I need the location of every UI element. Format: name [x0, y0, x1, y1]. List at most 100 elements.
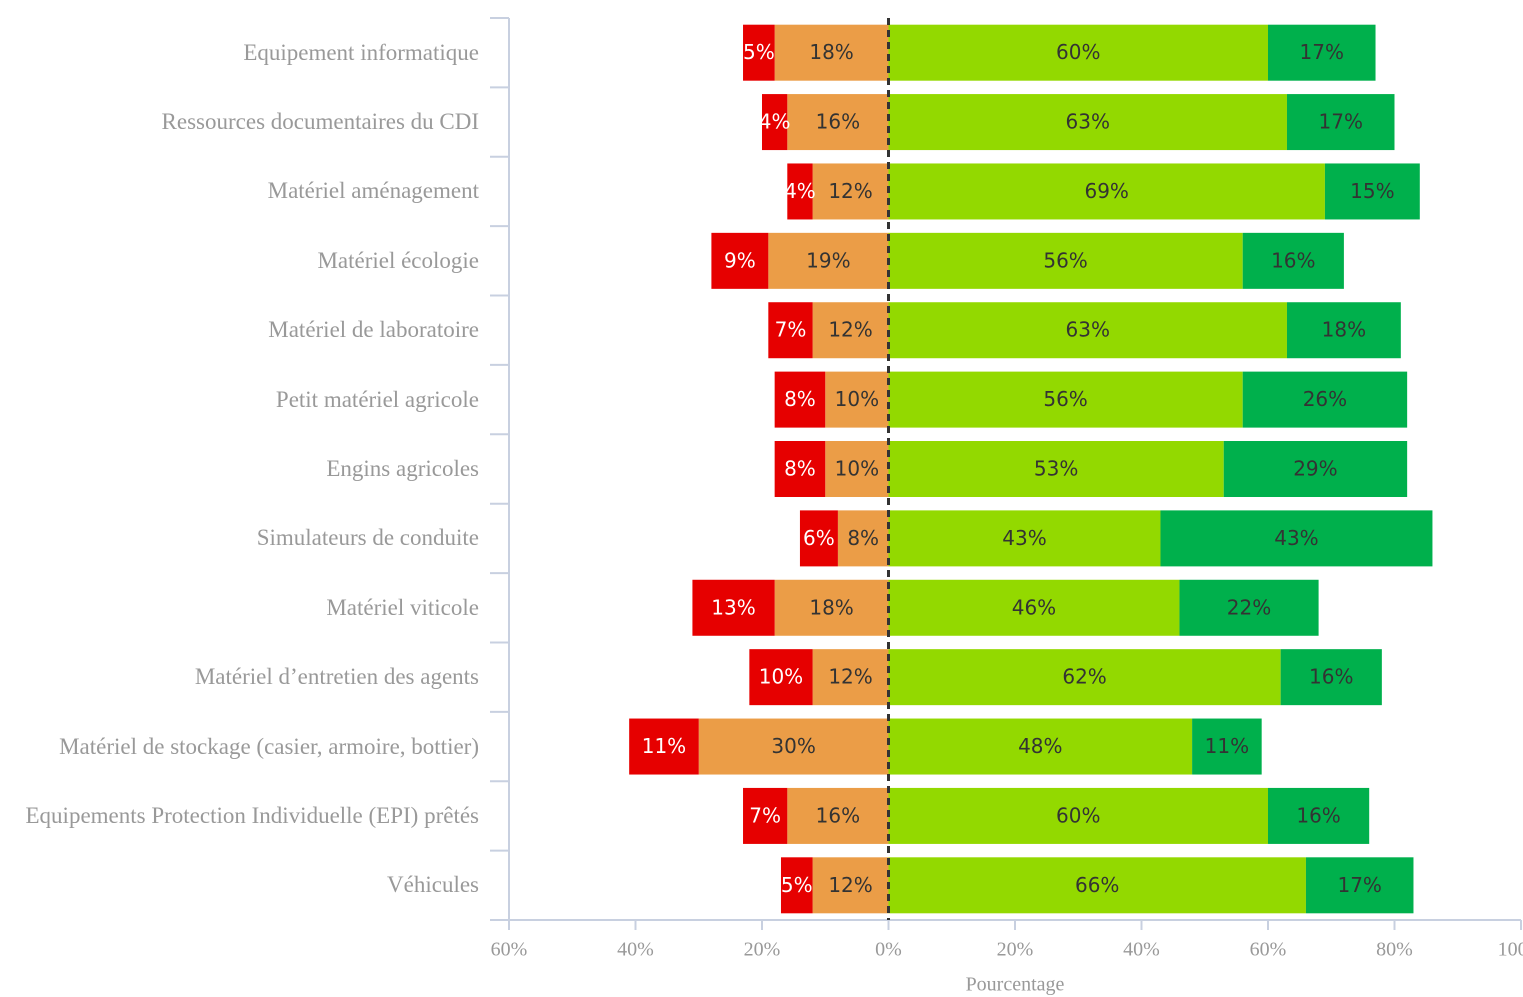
bar-segment [888, 163, 1325, 220]
category-label: Matériel viticole [326, 594, 479, 620]
bar-segment [888, 649, 1281, 706]
bar-segment [888, 232, 1243, 289]
bar-segment [743, 24, 775, 81]
value-label: 26% [1303, 387, 1347, 411]
bar-segment [1179, 579, 1319, 636]
bar-segment [888, 787, 1268, 844]
bar-segment [1242, 232, 1344, 289]
value-label: 43% [1274, 526, 1318, 550]
bar-segment [888, 371, 1243, 428]
bar-segment [774, 579, 889, 636]
value-label: 10% [759, 665, 803, 689]
bar-segment [837, 510, 889, 567]
value-label: 7% [775, 318, 807, 342]
value-label: 11% [1205, 734, 1249, 758]
bar-segment [888, 718, 1193, 775]
bar-segment [774, 441, 826, 497]
value-label: 16% [1309, 665, 1353, 689]
value-label: 5% [781, 873, 813, 897]
value-label: 62% [1062, 665, 1106, 689]
bar-segment [888, 579, 1180, 636]
value-label: 4% [759, 110, 791, 134]
value-label: 16% [1296, 803, 1340, 827]
value-label: 18% [809, 40, 853, 64]
bar-segment [711, 232, 769, 289]
category-label: Petit matériel agricole [275, 386, 479, 412]
value-label: 17% [1300, 40, 1344, 64]
category-label: Engins agricoles [326, 455, 479, 481]
value-label: 43% [1002, 526, 1046, 550]
x-tick-label: 80% [1376, 939, 1413, 961]
x-tick-label: 60% [491, 939, 528, 961]
bar-segment [787, 163, 813, 220]
value-label: 12% [828, 873, 872, 897]
category-label: Matériel d’entretien des agents [194, 664, 479, 690]
category-label: Matériel de stockage (casier, armoire, b… [59, 733, 479, 759]
value-label: 56% [1043, 248, 1087, 272]
bar-segment [812, 649, 889, 706]
category-label: Matériel écologie [317, 247, 479, 273]
value-label: 12% [828, 179, 872, 203]
value-label: 16% [816, 110, 860, 134]
bar-segment [743, 787, 788, 844]
category-label: Equipement informatique [243, 39, 479, 65]
value-label: 56% [1043, 387, 1087, 411]
bar-segment [749, 649, 813, 706]
value-label: 46% [1012, 595, 1056, 619]
bar-segment [812, 857, 889, 914]
value-label: 8% [784, 457, 816, 481]
category-label: Véhicules [387, 872, 479, 898]
bar-segment [1192, 718, 1262, 775]
bar-segment [774, 24, 889, 81]
bar-segment [1324, 163, 1420, 220]
value-label: 63% [1066, 318, 1110, 342]
bar-segment [787, 94, 889, 151]
bar-segment [888, 24, 1268, 81]
value-label: 15% [1350, 179, 1394, 203]
bar-segment [825, 441, 889, 497]
value-label: 29% [1293, 457, 1337, 481]
bar-segment [1280, 649, 1382, 706]
x-tick-label: 20% [744, 939, 781, 961]
category-label: Ressources documentaires du CDI [161, 109, 479, 135]
bar-segment [812, 302, 889, 359]
value-label: 10% [835, 387, 879, 411]
value-label: 63% [1066, 110, 1110, 134]
value-label: 8% [847, 526, 879, 550]
bar-segment [1268, 787, 1370, 844]
category-label: Simulateurs de conduite [256, 525, 479, 551]
value-label: 16% [816, 803, 860, 827]
x-tick-label: 40% [617, 939, 654, 961]
value-label: 19% [806, 248, 850, 272]
value-label: 22% [1227, 595, 1271, 619]
bar-segment [780, 857, 813, 914]
value-label: 11% [642, 734, 686, 758]
bar-segment [888, 302, 1287, 359]
value-label: 17% [1319, 110, 1363, 134]
category-label: Matériel aménagement [267, 178, 479, 204]
value-label: 16% [1271, 248, 1315, 272]
value-label: 60% [1056, 803, 1100, 827]
x-tick-label: 40% [1123, 939, 1160, 961]
bar-segment [799, 510, 838, 567]
bar-segment [1268, 24, 1376, 81]
bar-segment [768, 232, 889, 289]
bar-segment [1223, 441, 1408, 497]
value-label: 7% [749, 803, 781, 827]
category-label: Equipements Protection Individuelle (EPI… [25, 802, 480, 828]
value-label: 10% [835, 457, 879, 481]
value-label: 4% [784, 179, 816, 203]
x-tick-label: 100% [1498, 939, 1523, 961]
value-label: 12% [828, 665, 872, 689]
bar-segment [888, 857, 1306, 914]
bar-segment [1286, 302, 1401, 359]
bar-segment [787, 787, 889, 844]
value-label: 6% [803, 526, 835, 550]
bar-segment [1242, 371, 1408, 428]
value-label: 5% [743, 40, 775, 64]
value-label: 18% [809, 595, 853, 619]
bar-segment [825, 371, 889, 428]
bar-segment [1305, 857, 1414, 914]
